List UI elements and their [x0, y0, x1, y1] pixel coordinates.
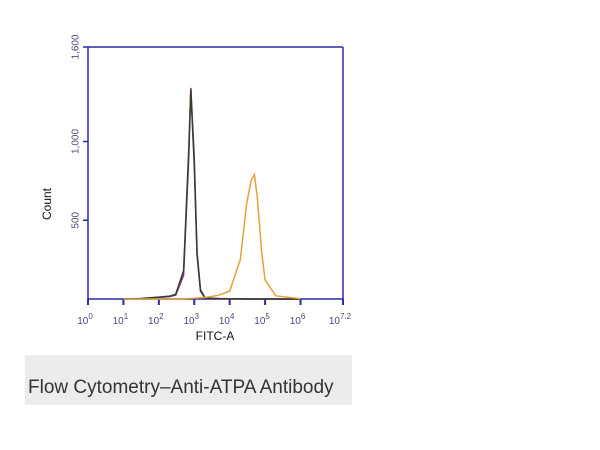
x-tick-exponent: 5 — [265, 312, 270, 321]
x-tick-base: 10 — [148, 316, 160, 327]
x-tick-exponent: 2 — [159, 312, 164, 321]
x-tick-exponent: 4 — [230, 312, 235, 321]
x-tick-label: 100 — [77, 312, 93, 327]
x-tick-base: 10 — [219, 316, 231, 327]
x-tick-exponent: 6 — [301, 312, 306, 321]
x-tick-label: 102 — [148, 312, 164, 327]
x-tick-label: 107.2 — [329, 312, 352, 327]
x-tick-base: 10 — [113, 316, 125, 327]
x-tick-base: 10 — [290, 316, 302, 327]
x-tick-exponent: 3 — [195, 312, 200, 321]
histogram-line — [123, 87, 301, 300]
y-tick-label: 1,000 — [71, 129, 82, 154]
x-tick-label: 103 — [183, 312, 199, 327]
x-tick-base: 10 — [329, 316, 341, 327]
x-tick-label: 101 — [113, 312, 129, 327]
y-axis-title: Count — [40, 187, 54, 220]
x-tick-exponent: 0 — [88, 312, 93, 321]
x-tick-exponent: 1 — [124, 312, 129, 321]
caption-box — [25, 355, 352, 405]
y-tick-label: 1,600 — [71, 34, 82, 59]
x-tick-label: 106 — [290, 312, 306, 327]
histogram-line — [123, 89, 301, 300]
histogram-line — [123, 172, 301, 300]
x-tick-exponent: 7.2 — [340, 312, 352, 321]
x-tick-base: 10 — [254, 316, 266, 327]
x-tick-label: 105 — [254, 312, 270, 327]
caption: Flow Cytometry–Anti-ATPA Antibody — [28, 377, 334, 398]
x-tick-base: 10 — [183, 316, 195, 327]
x-tick-base: 10 — [77, 316, 89, 327]
y-tick-label: 500 — [71, 211, 82, 228]
x-axis-title: FITC-A — [196, 329, 235, 343]
x-tick-label: 104 — [219, 312, 235, 327]
